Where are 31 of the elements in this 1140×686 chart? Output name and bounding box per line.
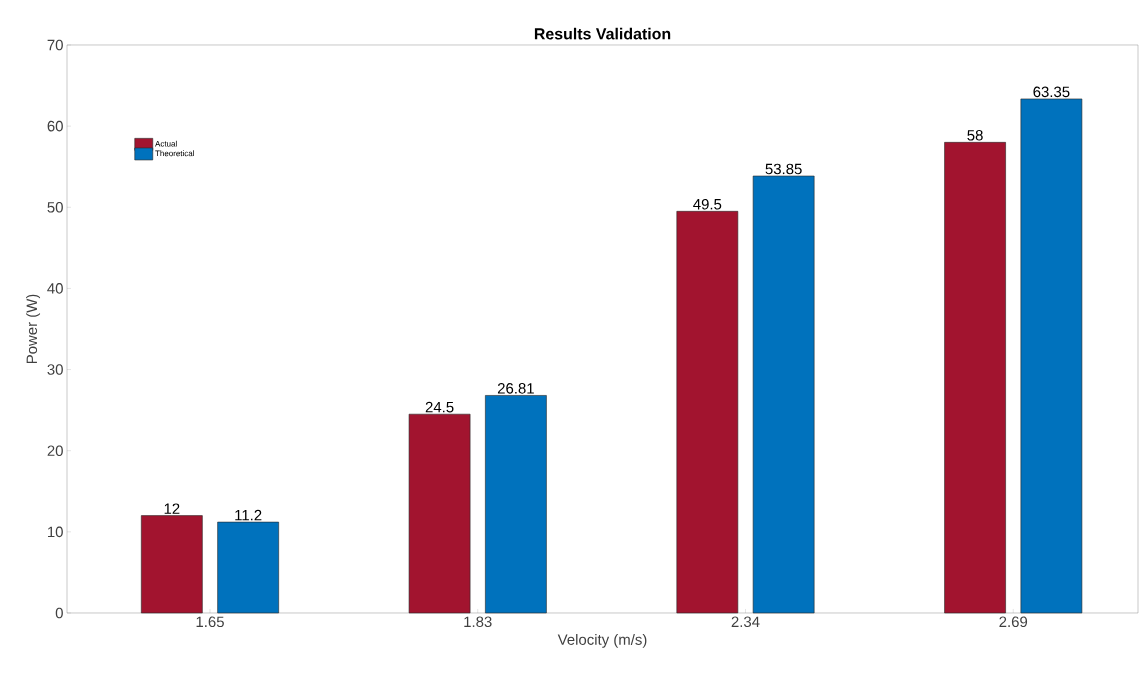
data-label: 53.85 [765,163,802,175]
x-tick-label: 2.69 [999,616,1028,628]
data-label: 49.5 [693,198,722,210]
y-tick-label: 40 [47,283,63,294]
bar [944,142,1006,614]
x-axis-title: Velocity (m/s) [557,633,647,648]
y-tick-label: 10 [48,526,63,538]
data-label: 63.35 [1033,86,1070,98]
y-tick-label: 50 [47,201,63,213]
y-axis-title: Power (W) [26,294,41,364]
data-label: 24.5 [425,401,454,413]
data-label: 11.2 [235,509,262,521]
x-tick-label: 1.83 [464,616,492,628]
x-tick-label: 1.65 [196,616,224,628]
bar [217,521,279,614]
bar [676,211,739,614]
x-tick-label: 2.34 [731,616,760,628]
y-tick-label: 30 [47,364,63,375]
bar [752,175,815,614]
bar [408,413,471,614]
data-label: 58 [967,129,983,141]
data-label: 26.81 [497,383,534,394]
chart-title: Results Validation [534,27,671,40]
y-tick-label: 0 [55,607,63,619]
y-tick-label: 20 [47,445,63,456]
y-tick-label: 60 [47,120,63,132]
bar [1020,98,1083,614]
y-tick-label: 70 [47,39,63,51]
bar [485,395,547,614]
bar [141,515,203,614]
data-label: 12 [164,503,180,514]
